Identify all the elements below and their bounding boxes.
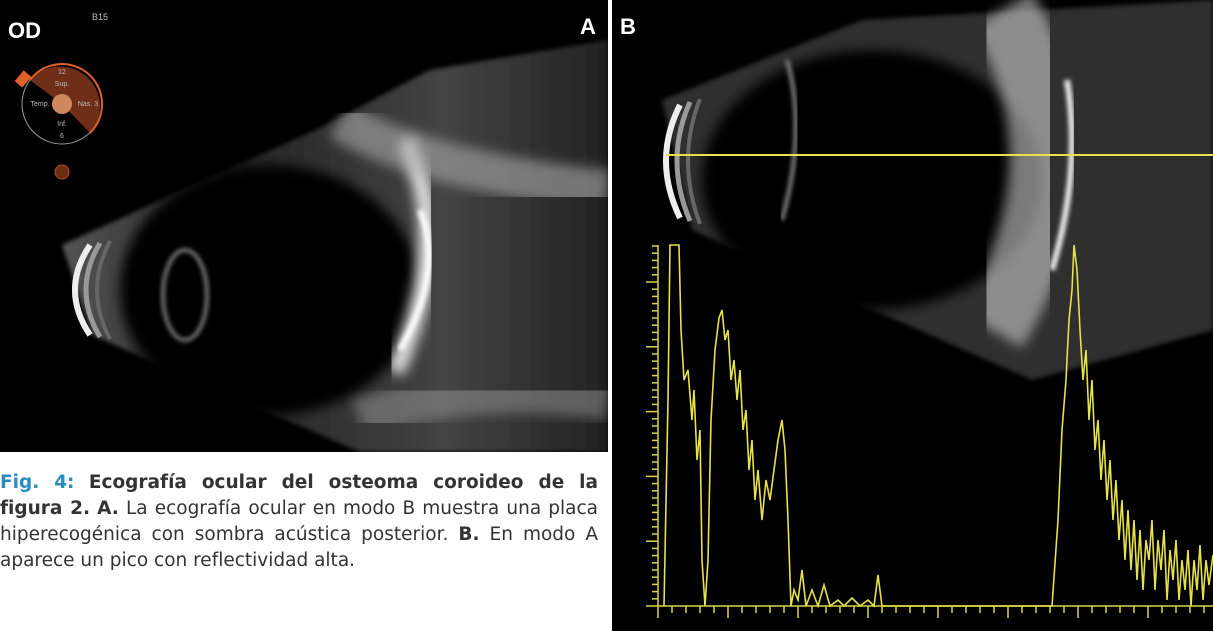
code-label: B15 <box>92 12 108 22</box>
caption-label: Fig. 4: <box>0 472 74 493</box>
b-scan-panel: OD B15 A 12 Sup. Temp. Nas. 3 Inf. 6 <box>0 0 608 452</box>
caption: Fig. 4: Ecografía ocular del osteoma cor… <box>0 470 598 631</box>
clock-label: 12 <box>58 69 66 76</box>
figure: OD B15 A 12 Sup. Temp. Nas. 3 Inf. 6 B F… <box>0 0 1213 631</box>
eye-label: OD <box>8 18 41 43</box>
clock-label: 6 <box>60 133 64 140</box>
clock-label: Nas. 3 <box>78 101 98 108</box>
caption-b-label: B. <box>458 524 479 545</box>
clock-label: Inf. <box>57 121 67 128</box>
clock-label: Temp. <box>30 101 49 108</box>
a-scan-panel: B <box>612 0 1213 631</box>
caption-a-label: A. <box>97 498 119 519</box>
panel-letter: B <box>620 14 636 39</box>
panel-letter: A <box>580 14 596 39</box>
clock-label: Sup. <box>55 81 69 88</box>
